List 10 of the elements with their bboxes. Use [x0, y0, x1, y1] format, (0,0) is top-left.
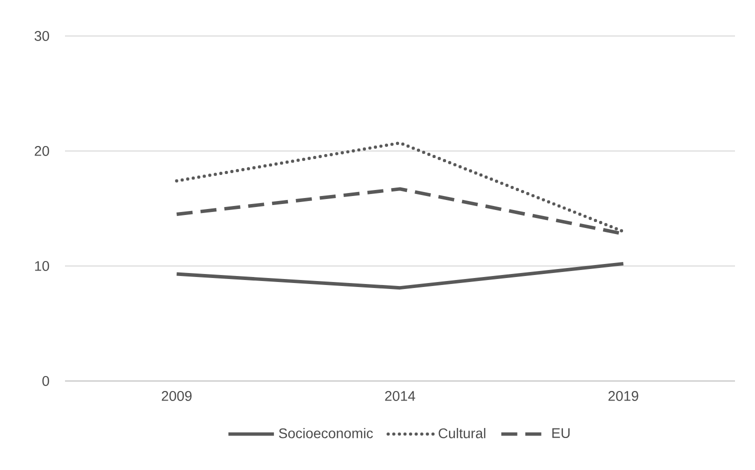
x-tick-label: 2009 [162, 391, 192, 401]
legend-label: EU [552, 428, 570, 438]
legend-label: Socioeconomic [278, 428, 373, 438]
y-tick-label: 0 [42, 376, 50, 386]
legend-label: Cultural [438, 428, 486, 438]
x-tick-label: 2019 [608, 391, 638, 401]
y-tick-label: 30 [34, 31, 50, 41]
y-tick-label: 10 [35, 261, 50, 271]
y-tick-label: 20 [34, 146, 50, 156]
x-tick-label: 2014 [385, 391, 416, 401]
